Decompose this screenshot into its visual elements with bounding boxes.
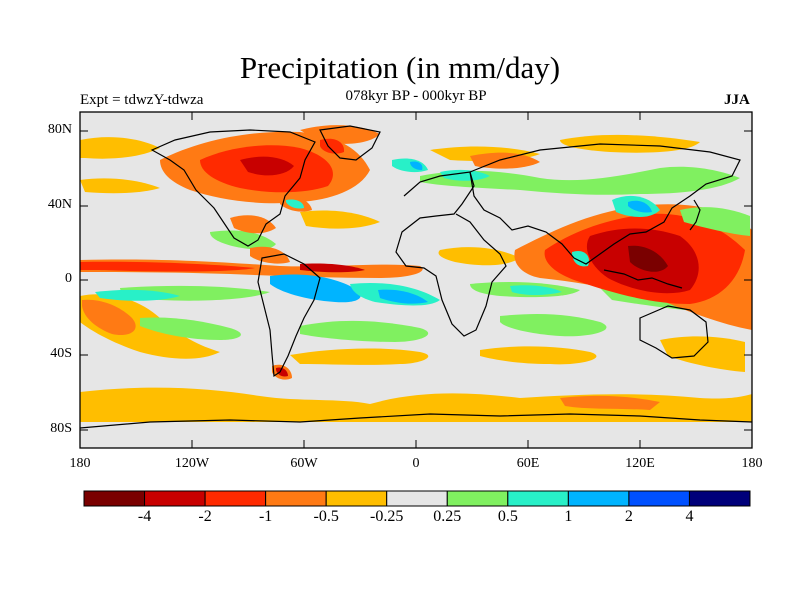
coastlines [80,125,752,429]
anomaly-region [628,245,668,272]
colorbar-label: -4 [137,508,152,525]
map-title: Precipitation (in mm/day) [239,50,561,85]
season-label: JJA [724,92,750,108]
colorbar-label: 1 [564,508,573,525]
lon-label: 120E [625,456,655,471]
anomaly-region [410,161,423,170]
anomaly-region [560,395,660,410]
japan-outline [689,199,701,231]
colorbar-swatch [446,490,509,507]
anomaly-region [560,134,700,153]
colorbar-swatch [386,490,448,507]
colorbar-label: -2 [198,508,212,525]
lon-label: 180 [741,456,763,471]
anomaly-region [210,230,276,250]
anomaly-region [80,387,752,422]
period-label: 078kyr BP - 000kyr BP [345,88,487,104]
lat-label: 0 [65,271,72,286]
lat-tick-marks [79,112,753,448]
colorbar-swatch [507,490,569,507]
anomaly-region [572,250,590,267]
anomaly-region [480,346,597,365]
colorbar-label: 2 [624,508,633,525]
colorbar-swatch [325,490,388,507]
colorbar-swatch [83,490,146,507]
colorbar-swatch [628,490,690,507]
lon-label: 180 [69,456,91,471]
colorbar [83,490,751,507]
lon-label: 120W [174,456,210,471]
anomaly-region [276,367,288,377]
colorbar-label: 4 [685,508,694,525]
anomaly-region [628,200,652,213]
anomaly-region [500,314,607,337]
anomaly-region [140,317,241,340]
colorbar-swatch [144,490,206,507]
lon-label: 0 [412,456,420,471]
anomaly-region [270,274,361,303]
anomaly-region [660,336,745,372]
indonesia-outline [603,269,683,289]
anomaly-region [82,299,136,336]
lat-label: 40N [47,197,72,212]
anomaly-region [300,263,365,273]
asia-outline [469,143,741,265]
anomaly-region [290,348,429,365]
greenland-outline [319,125,381,161]
colorbar-swatch [265,490,327,507]
south-america-outline [257,253,321,378]
anomaly-region [300,320,429,342]
europe-africa-outline [395,171,507,337]
anomaly-region [80,178,160,194]
colorbar-label: 0.5 [497,508,518,525]
anomaly-region [80,261,255,272]
anomaly-region [250,246,290,264]
colorbar-swatch [567,490,630,507]
anomaly-region [300,210,380,229]
lat-label: 80N [47,122,72,137]
experiment-label: Expt = tdwzY-tdwza [80,92,204,108]
lon-label: 60E [516,456,540,471]
lat-label: 40S [50,346,72,361]
anomaly-region [230,215,276,234]
anomaly-region [80,137,160,159]
colorbar-label: -1 [258,508,273,525]
lat-label: 80S [50,421,72,436]
north-america-outline [150,129,316,247]
lon-label: 60W [290,456,318,471]
anomaly-region [438,247,520,266]
anomaly-region [680,207,750,236]
colorbar-swatch [688,490,751,507]
anomaly-region [378,289,428,304]
australia-outline [639,305,709,359]
colorbar-label: -0.5 [313,508,339,525]
anomaly-region [440,169,490,181]
anomaly-region [420,166,740,195]
colorbar-label: 0.25 [433,508,462,525]
anomaly-region [240,156,294,176]
colorbar-label: -0.25 [370,508,404,525]
antarctica-outline [80,413,752,429]
colorbar-swatch [204,490,267,507]
anomaly-region [286,199,304,209]
anomaly-region [510,285,562,295]
anomaly-region [95,289,180,301]
precipitation-anomaly-field [80,125,752,422]
